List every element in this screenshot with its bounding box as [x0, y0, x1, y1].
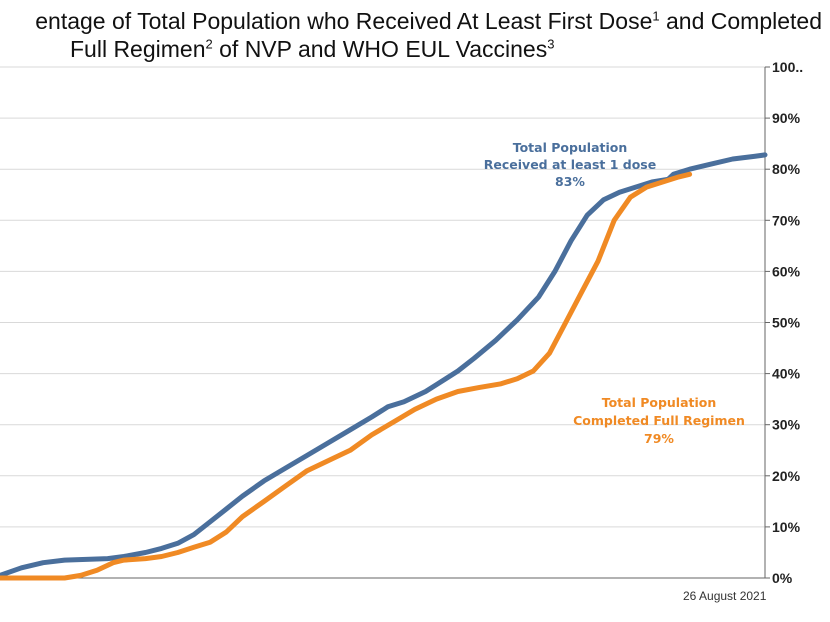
annotation-first-dose-line1: Total Population [513, 140, 628, 155]
annotation-full-regimen-value: 79% [644, 431, 674, 446]
title-line-1: entage of Total Population who Received … [35, 8, 822, 34]
annotation-full-regimen-line1: Total Population [602, 395, 717, 410]
y-tick-label: 0% [772, 570, 793, 586]
y-tick-label: 90% [772, 110, 801, 126]
y-tick-label: 20% [772, 468, 801, 484]
series-line-first-dose [0, 152, 768, 578]
gridlines [0, 66, 765, 528]
annotations: Total Population Received at least 1 dos… [484, 140, 745, 446]
chart-title: entage of Total Population who Received … [0, 0, 830, 70]
y-axis: 0% 10% 20% 30% 40% 50% 60% 70% 80% 90% 100.. [0, 59, 803, 586]
annotation-full-regimen-line2: Completed Full Regimen [573, 413, 745, 428]
y-tick-label: 70% [772, 212, 801, 228]
y-tick-label: 10% [772, 519, 801, 535]
y-tick-label: 100.. [772, 59, 803, 75]
chart-date: 26 August 2021 [683, 589, 767, 603]
y-tick-label: 40% [772, 366, 801, 382]
annotation-first-dose-line2: Received at least 1 dose [484, 157, 656, 172]
y-tick-label: 80% [772, 161, 801, 177]
y-tick-label: 50% [772, 315, 801, 331]
series-lines [0, 152, 768, 581]
series-line-full-regimen [0, 171, 693, 581]
title-line-2: Full Regimen2 of NVP and WHO EUL Vaccine… [70, 36, 555, 62]
y-tick-label: 30% [772, 417, 801, 433]
y-tick-label: 60% [772, 263, 801, 279]
annotation-first-dose-value: 83% [555, 174, 585, 189]
